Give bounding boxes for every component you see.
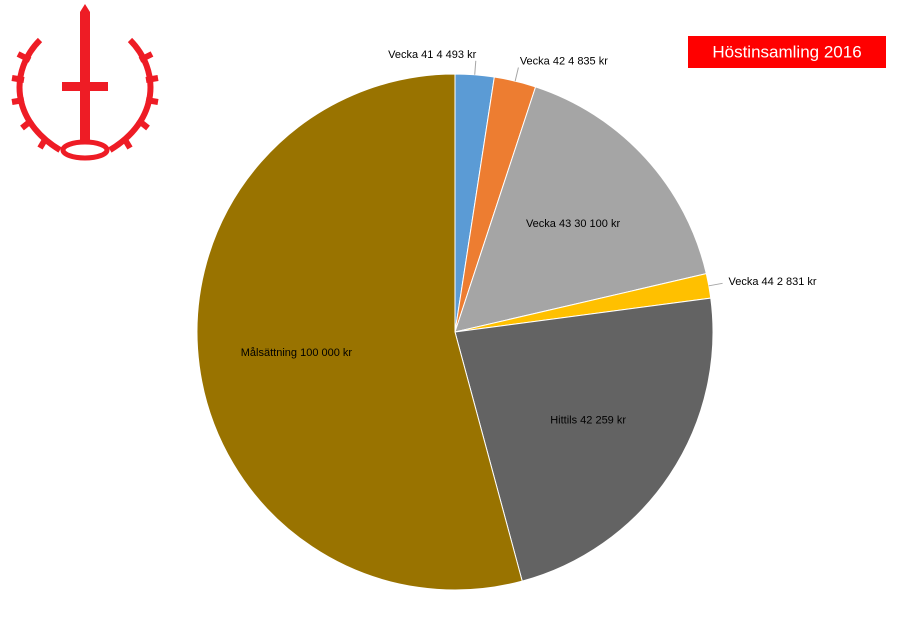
value-label: 100 000 kr [300,347,352,359]
chart-title: Höstinsamling 2016 [712,42,861,61]
pie-slice [454,86,707,333]
category-label: Vecka 42 [520,56,565,68]
data-label: Vecka 43 30 100 kr [526,218,621,230]
value-label: 4 493 kr [436,49,476,61]
category-label: Hittils [550,415,577,427]
data-label: Vecka 44 2 831 kr [729,276,817,288]
pie-slice [196,73,523,591]
category-label: Målsättning [241,347,297,359]
category-label: Vecka 43 [526,218,571,230]
logo [11,4,159,161]
leader-line [708,282,723,287]
category-label: Vecka 44 [729,276,774,288]
data-label: Vecka 41 4 493 kr [388,49,476,61]
pie-slice [454,297,714,582]
value-label: 4 835 kr [568,56,608,68]
value-label: 42 259 kr [580,415,626,427]
value-label: 2 831 kr [777,276,817,288]
leader-line [474,60,477,75]
leader-line [514,67,519,82]
title-box [688,36,886,68]
data-label: Hittils 42 259 kr [550,415,626,427]
category-label: Vecka 41 [388,49,433,61]
data-label: Vecka 42 4 835 kr [520,56,608,68]
value-label: 30 100 kr [574,218,620,230]
data-label: Målsättning 100 000 kr [241,347,353,359]
